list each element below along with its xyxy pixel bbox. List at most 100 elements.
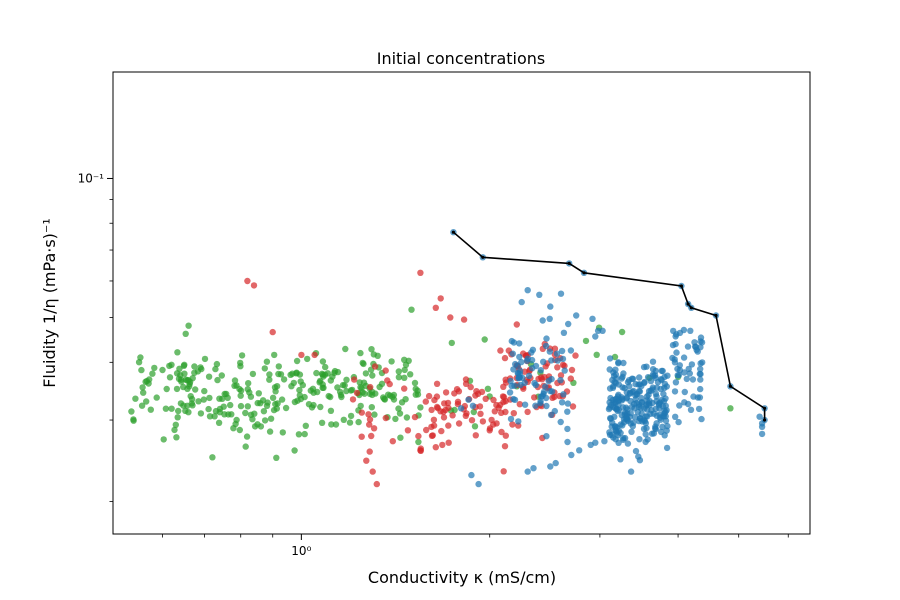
series-2-point (382, 367, 389, 374)
axes-layer: 10⁰ 10⁻¹ (78, 171, 789, 558)
series-2-point (500, 468, 507, 475)
series-3-point (508, 337, 515, 345)
series-2-point (440, 414, 448, 421)
series-3-point (537, 398, 544, 405)
series-1-point (341, 382, 348, 389)
series-2-point (415, 432, 422, 440)
series-3-point (674, 365, 681, 373)
series-3-point (642, 431, 649, 438)
series-3-point (688, 361, 696, 368)
series-3-point (658, 367, 665, 375)
series-3-point (680, 354, 688, 361)
frontier-point (689, 306, 693, 310)
chart-title: Initial concentrations (377, 49, 546, 68)
series-3-point (529, 365, 536, 372)
series-3-point (573, 312, 580, 319)
series-3-point (673, 331, 680, 338)
series-1-point (166, 374, 174, 381)
frontier-point (481, 255, 485, 259)
series-1-point (280, 376, 288, 383)
series-2-point (490, 396, 497, 404)
series-2-point (557, 372, 565, 379)
series-1-point (484, 385, 492, 392)
series-1-point (319, 358, 327, 365)
series-3-point (636, 436, 643, 443)
series-2-point (432, 304, 439, 311)
series-2-point (365, 411, 372, 418)
series-1-point (149, 370, 156, 377)
series-1-point (205, 405, 212, 413)
series-1-point (197, 410, 205, 417)
series-2-point (454, 398, 462, 405)
series-2-point (554, 364, 561, 371)
series-1-point (293, 357, 301, 365)
series-1-point (153, 394, 160, 401)
series-1-point (173, 385, 181, 393)
series-1-point (727, 405, 734, 412)
series-2-point (250, 282, 258, 289)
series-3-point (615, 439, 622, 446)
series-3-point (543, 433, 550, 440)
series-3-point (660, 390, 667, 398)
series-2-point (353, 389, 361, 397)
series-3-point (539, 317, 546, 324)
series-1-point (220, 403, 227, 410)
series-1-point (401, 374, 408, 381)
series-3-point (516, 340, 523, 347)
series-1-point (237, 392, 244, 399)
series-3-point (675, 418, 682, 426)
series-1-point (263, 358, 271, 365)
series-1-point (278, 396, 286, 403)
series-2-point (401, 385, 408, 392)
series-1-point (369, 372, 376, 379)
series-1-point (273, 454, 280, 461)
frontier-point (728, 384, 733, 388)
series-2-point (351, 376, 358, 383)
series-2-point (437, 295, 444, 302)
series-1-point (215, 419, 223, 426)
series-3-point (653, 420, 660, 427)
series-3-point (465, 396, 472, 403)
series-2-point (462, 380, 470, 387)
series-3-point (594, 327, 602, 334)
series-1-point (185, 409, 192, 416)
series-1-point (187, 393, 194, 400)
series-3-point (690, 393, 697, 400)
series-3-point (648, 407, 655, 414)
series-1-point (254, 421, 261, 428)
series-3-point (624, 440, 632, 447)
series-1-point (182, 330, 189, 337)
series-2-point (363, 457, 370, 464)
series-1-point (192, 386, 199, 393)
series-3-point (539, 392, 546, 400)
series-3-point (564, 425, 571, 433)
series-2-point (482, 395, 489, 402)
series-2-point (524, 408, 531, 416)
series-3-point (551, 407, 558, 415)
series-1-point (175, 407, 182, 415)
series-3-point (617, 456, 624, 463)
series-3-point (542, 383, 549, 390)
series-3-point (620, 436, 627, 443)
series-2-point (389, 438, 396, 445)
series-3-point (557, 418, 564, 426)
series-2-point (501, 354, 509, 362)
series-1-point (231, 377, 239, 384)
series-3-point (647, 387, 654, 394)
frontier-point (451, 230, 455, 234)
series-2-point (476, 403, 484, 410)
series-3-point (663, 444, 671, 452)
series-2-point (442, 389, 450, 396)
series-1-point (368, 346, 375, 353)
series-3-point (564, 438, 571, 446)
series-1-point (174, 414, 181, 421)
series-3-point (511, 382, 518, 389)
series-3-point (672, 340, 679, 348)
series-1-point (209, 454, 216, 461)
series-1-point (138, 366, 145, 374)
series-1-point (385, 391, 392, 398)
series-2-point (500, 393, 508, 401)
series-3-point (614, 393, 622, 400)
series-2-point (445, 422, 452, 429)
